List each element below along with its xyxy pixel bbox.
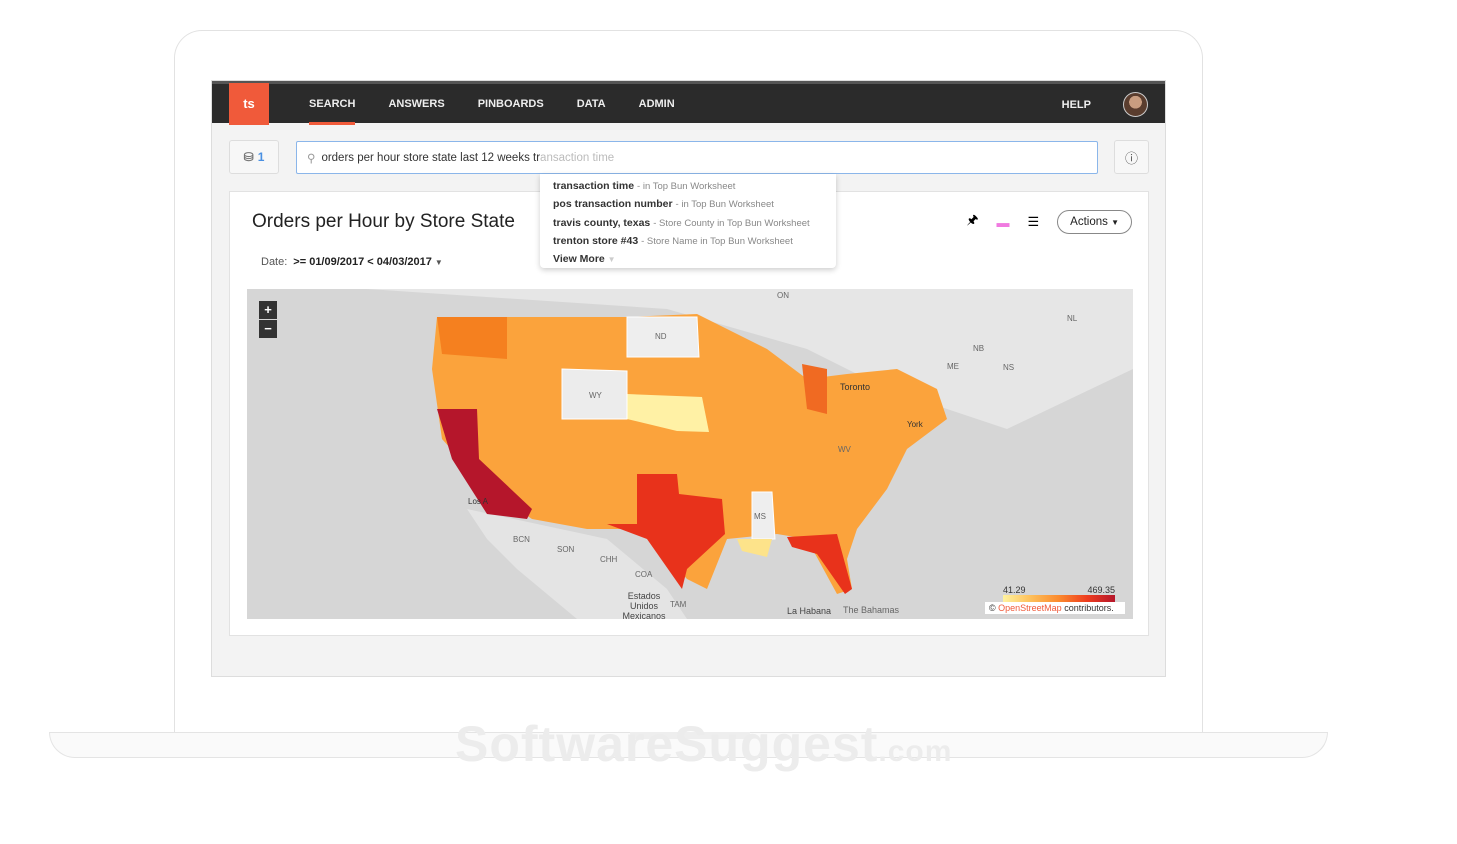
legend-max: 469.35 <box>1087 585 1115 595</box>
search-icon: ⚲ <box>307 152 316 165</box>
map-label: NB <box>973 344 985 353</box>
caret-down-icon: ▼ <box>607 255 616 265</box>
osm-link[interactable]: OpenStreetMap <box>998 603 1062 613</box>
date-label: Date: <box>261 256 288 268</box>
suggestion-item[interactable]: trenton store #43 - Store Name in Top Bu… <box>553 232 823 250</box>
watermark-suffix: .com <box>878 735 953 768</box>
answer-title: Orders per Hour by Store State <box>252 211 515 232</box>
copyright: © <box>989 603 996 613</box>
pin-icon[interactable]: 🖈 <box>966 212 979 227</box>
caret-down-icon: ▼ <box>434 258 443 267</box>
map-label: NS <box>1003 363 1015 372</box>
suggestion-detail: - Store County in Top Bun Worksheet <box>653 217 810 229</box>
nav-data[interactable]: DATA <box>576 97 606 110</box>
app-screen: ts SEARCH ANSWERS PINBOARDS DATA ADMIN H… <box>211 80 1166 677</box>
map-canvas <box>367 289 1133 619</box>
map-label: SON <box>557 545 575 554</box>
map-label: NL <box>1067 314 1078 323</box>
watermark: SoftwareSuggest.com <box>455 715 952 773</box>
choropleth-map[interactable]: ON ND WY NB ME NS NL Toronto WV MS Los A… <box>247 289 1133 619</box>
laptop-notch <box>630 732 750 739</box>
top-nav: ts SEARCH ANSWERS PINBOARDS DATA ADMIN H… <box>212 81 1165 125</box>
suggestion-item[interactable]: transaction time - in Top Bun Worksheet <box>553 177 823 195</box>
answer-toolbar: 🖈 ▬ ☰ Actions ▼ <box>966 210 1132 234</box>
nav-search[interactable]: SEARCH <box>309 83 356 125</box>
suggestion-term: travis county, texas <box>553 216 651 229</box>
date-value: >= 01/09/2017 < 04/03/2017 <box>293 256 432 268</box>
map-attribution: © OpenStreetMap contributors. <box>985 602 1125 614</box>
map-label: ND <box>655 332 667 341</box>
view-more-label: View More <box>553 253 605 266</box>
state-ne <box>627 394 709 432</box>
map-label: WY <box>589 391 602 400</box>
legend-gradient <box>1003 595 1115 605</box>
legend-min: 41.29 <box>1003 585 1026 595</box>
nav-answers[interactable]: ANSWERS <box>388 97 445 110</box>
map-label: COA <box>635 570 653 579</box>
map-label: York <box>907 420 923 429</box>
state-wy <box>561 368 628 420</box>
nav-pinboards[interactable]: PINBOARDS <box>477 97 544 110</box>
data-sources-button[interactable]: ⛁ 1 <box>229 140 279 174</box>
map-label: BCN <box>513 535 530 544</box>
nav-help[interactable]: HELP <box>1061 99 1091 111</box>
question-icon: ⓘ <box>1124 150 1138 166</box>
land-north <box>367 289 1133 429</box>
nav-admin[interactable]: ADMIN <box>638 97 675 110</box>
state-la <box>737 539 772 557</box>
map-label: WV <box>838 445 851 454</box>
database-icon: ⛁ <box>243 150 254 164</box>
map-label: MS <box>754 512 766 521</box>
search-typed-text: orders per hour store state last 12 week… <box>321 151 541 164</box>
suggestion-term: trenton store #43 <box>553 234 639 247</box>
suggestion-item[interactable]: travis county, texas - Store County in T… <box>553 214 823 232</box>
suggestion-term: pos transaction number <box>553 198 673 211</box>
view-more-link[interactable]: View More ▼ <box>553 250 823 268</box>
map-label: Los A <box>468 497 489 506</box>
map-label: ME <box>947 362 959 371</box>
date-filter[interactable]: Date: >= 01/09/2017 < 04/03/2017 ▼ <box>261 256 443 268</box>
state-wa <box>437 317 507 359</box>
watermark-text: SoftwareSuggest <box>455 716 879 772</box>
state-nd <box>626 316 700 358</box>
search-suggestions: transaction time - in Top Bun Worksheet … <box>540 174 836 268</box>
avatar[interactable] <box>1123 92 1148 117</box>
logo-text: ts <box>243 96 255 111</box>
search-input[interactable]: ⚲ orders per hour store state last 12 we… <box>296 141 1098 174</box>
sources-count: 1 <box>257 150 265 164</box>
state-ms <box>751 491 776 540</box>
map-label: TAM <box>670 600 687 609</box>
map-label: Toronto <box>840 382 871 392</box>
search-completion-hint: ansaction time <box>540 151 615 164</box>
logo[interactable]: ts <box>229 82 269 125</box>
map-label: CHH <box>600 555 618 564</box>
color-legend: 41.29 469.35 © OpenStreetMap contributors… <box>985 585 1125 614</box>
suggestion-term: transaction time <box>553 180 635 192</box>
help-button[interactable]: ⓘ <box>1114 140 1149 174</box>
state-ca <box>437 409 532 519</box>
actions-label: Actions <box>1070 216 1108 228</box>
suggestion-item[interactable]: pos transaction number - in Top Bun Work… <box>553 195 823 213</box>
actions-button[interactable]: Actions ▼ <box>1057 210 1132 234</box>
state-fl <box>787 534 852 594</box>
zoom-out-button[interactable]: − <box>259 320 277 338</box>
map-label: Estados Unidos Mexicanos <box>622 591 666 619</box>
map-label: The Bahamas <box>843 605 900 615</box>
map-chart-icon[interactable]: ▬ <box>996 214 1010 230</box>
state-mi <box>802 364 827 414</box>
suggestion-detail: - in Top Bun Worksheet <box>637 181 736 192</box>
zoom-in-button[interactable]: + <box>259 301 277 319</box>
suggestion-detail: - in Top Bun Worksheet <box>675 199 774 211</box>
map-label: ON <box>777 291 789 300</box>
attribution-suffix: contributors. <box>1064 603 1114 613</box>
settings-sliders-icon[interactable]: ☰ <box>1027 214 1040 229</box>
suggestion-detail: - Store Name in Top Bun Worksheet <box>641 235 793 247</box>
land-mexico <box>467 509 687 619</box>
map-label-la-habana: La Habana <box>787 606 832 616</box>
caret-down-icon: ▼ <box>1111 218 1119 227</box>
state-tx <box>607 474 725 589</box>
